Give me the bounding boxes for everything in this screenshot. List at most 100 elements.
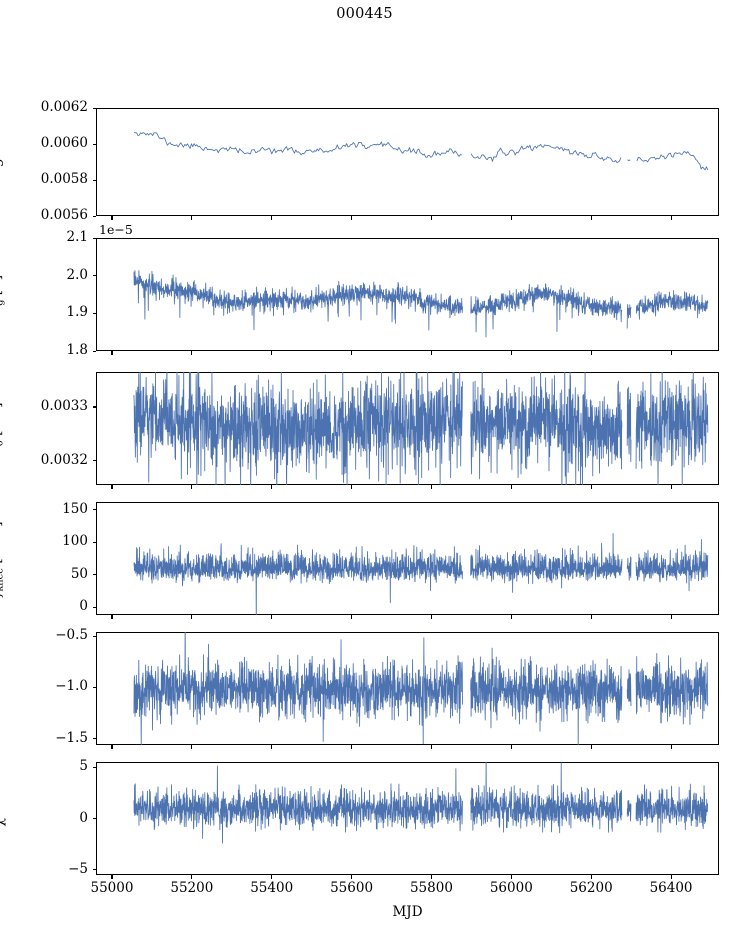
ytick-mark-p0-0 (92, 215, 96, 217)
ytick-mark-p1-1 (92, 312, 96, 314)
xtick-mark-p3-1 (191, 615, 193, 619)
ytick-mark-p2-0 (92, 460, 96, 462)
series-clip-2 (96, 372, 719, 485)
xtick-mark-p5-2 (271, 875, 273, 879)
xtick-mark-p3-6 (590, 615, 592, 619)
axis-offset-text-1: 1e−5 (98, 222, 134, 237)
xtick-label-7: 56400 (649, 880, 693, 896)
plot-panel-5 (96, 762, 719, 875)
ytick-label-p3-1: 50 (70, 565, 88, 582)
xtick-mark-p3-4 (430, 615, 432, 619)
plot-panel-4 (96, 632, 719, 745)
xtick-mark-p2-4 (430, 485, 432, 489)
xtick-mark-p1-0 (111, 351, 113, 355)
series-clip-1 (96, 238, 719, 351)
xtick-mark-p2-6 (590, 485, 592, 489)
data-series-4 (133, 632, 709, 745)
xtick-mark-p4-7 (670, 745, 672, 749)
xtick-mark-p0-0 (111, 216, 113, 220)
ylabel-panel-5: χ2 (0, 759, 6, 879)
ylabel-panel-4: α (0, 629, 6, 749)
xtick-mark-p5-0 (111, 875, 113, 879)
series-clip-0 (96, 108, 719, 216)
xtick-mark-p5-5 (510, 875, 512, 879)
ytick-mark-p3-0 (92, 606, 96, 608)
xtick-mark-p2-2 (271, 485, 273, 489)
ytick-label-p1-3: 2.1 (66, 229, 88, 245)
ylabel-panel-0: g (0, 102, 6, 222)
xtick-mark-p4-6 (590, 745, 592, 749)
xtick-mark-p3-7 (670, 615, 672, 619)
xtick-mark-p0-6 (590, 216, 592, 220)
xtick-mark-p0-2 (271, 216, 273, 220)
xtick-mark-p4-4 (430, 745, 432, 749)
xtick-mark-p0-5 (510, 216, 512, 220)
xtick-mark-p5-6 (590, 875, 592, 879)
ytick-label-p1-2: 2.0 (66, 266, 88, 283)
ytick-mark-p5-0 (92, 869, 96, 871)
plot-panel-2 (96, 372, 719, 485)
xtick-label-2: 55400 (250, 880, 294, 896)
data-series-3 (133, 533, 709, 615)
xtick-mark-p0-4 (430, 216, 432, 220)
ytick-label-p5-1: 0 (79, 809, 88, 826)
xtick-mark-p5-4 (430, 875, 432, 879)
ylabel-panel-1: σg [V] (0, 274, 5, 314)
xtick-mark-p0-7 (670, 216, 672, 220)
ytick-label-p4-1: −1.0 (55, 678, 88, 695)
ytick-mark-p1-3 (92, 237, 96, 239)
xtick-mark-p1-1 (191, 351, 193, 355)
plot-panel-3 (96, 502, 719, 615)
ytick-mark-p3-3 (92, 509, 96, 511)
ytick-label-p4-0: −1.5 (55, 729, 88, 746)
xtick-label-6: 56200 (569, 880, 613, 896)
ytick-mark-p4-2 (92, 635, 96, 637)
xtick-mark-p2-1 (191, 485, 193, 489)
ytick-label-p0-3: 0.0062 (40, 99, 88, 115)
xtick-mark-p1-2 (271, 351, 273, 355)
xtick-mark-p1-3 (351, 351, 353, 355)
xtick-label-0: 55000 (90, 880, 134, 896)
xtick-mark-p4-1 (191, 745, 193, 749)
xtick-mark-p4-5 (510, 745, 512, 749)
xtick-mark-p2-5 (510, 485, 512, 489)
ytick-label-p3-0: 0 (79, 598, 88, 615)
ylabel-panel-2: σ0 [mK] (0, 401, 5, 455)
xtick-mark-p1-5 (510, 351, 512, 355)
xtick-mark-p2-0 (111, 485, 113, 489)
xtick-mark-p3-5 (510, 615, 512, 619)
series-clip-3 (96, 502, 719, 615)
xtick-mark-p4-2 (271, 745, 273, 749)
ytick-label-p4-2: −0.5 (55, 627, 88, 644)
axes-frame-5 (96, 762, 719, 875)
xtick-mark-p3-0 (111, 615, 113, 619)
ytick-label-p5-2: 5 (79, 758, 88, 775)
xtick-mark-p5-1 (191, 875, 193, 879)
ytick-label-p3-3: 150 (62, 500, 88, 517)
ytick-mark-p4-0 (92, 738, 96, 740)
series-clip-5 (96, 762, 719, 875)
ytick-mark-p3-1 (92, 574, 96, 576)
xtick-mark-p1-4 (430, 351, 432, 355)
data-series-5 (133, 762, 709, 844)
xtick-mark-p0-3 (351, 216, 353, 220)
ytick-label-p0-2: 0.0060 (40, 135, 88, 151)
plot-panel-0 (96, 108, 719, 216)
xtick-mark-p2-3 (351, 485, 353, 489)
xtick-mark-p4-0 (111, 745, 113, 749)
xtick-mark-p1-7 (670, 351, 672, 355)
ytick-label-p2-1: 0.0033 (40, 397, 88, 414)
data-series-2 (133, 372, 709, 485)
ytick-mark-p5-2 (92, 766, 96, 768)
ytick-label-p1-0: 1.8 (66, 342, 88, 358)
xtick-mark-p4-3 (351, 745, 353, 749)
xtick-mark-p1-6 (590, 351, 592, 355)
ytick-mark-p1-0 (92, 350, 96, 352)
xtick-label-1: 55200 (170, 880, 214, 896)
ytick-label-p3-2: 100 (62, 533, 88, 550)
ytick-mark-p0-3 (92, 107, 96, 109)
xtick-mark-p3-3 (351, 615, 353, 619)
ytick-mark-p5-1 (92, 818, 96, 820)
xtick-label-3: 55600 (330, 880, 374, 896)
